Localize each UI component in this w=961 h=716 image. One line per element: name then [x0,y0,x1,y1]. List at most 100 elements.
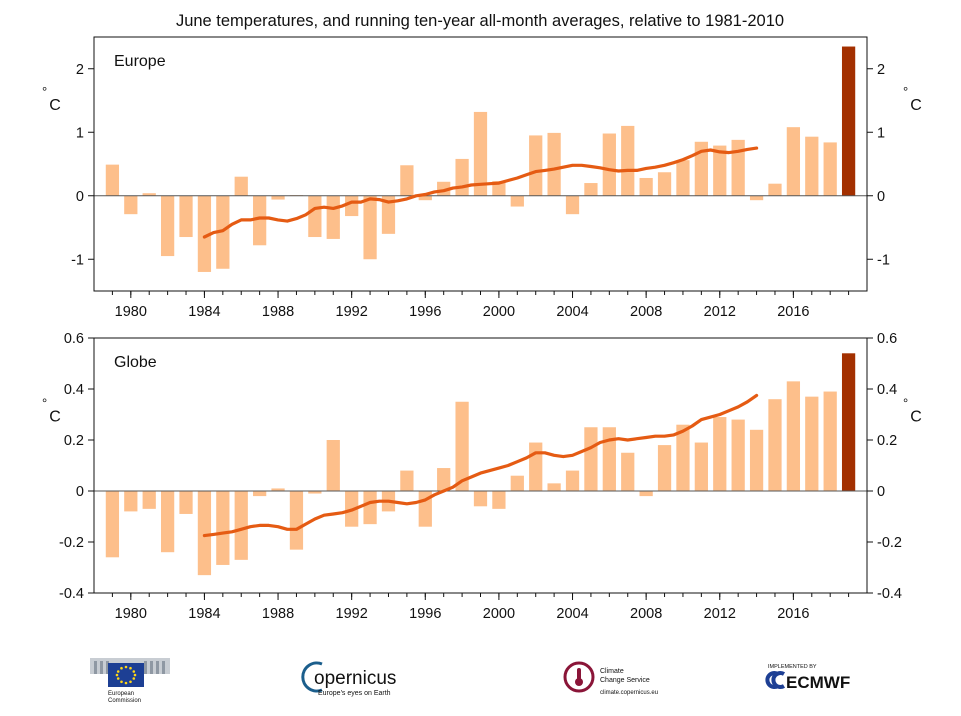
bar-2010 [676,424,690,491]
bar-2003 [547,483,561,491]
bar-2015 [768,399,782,491]
ytick-label-left: 1 [76,125,84,141]
xtick-label: 2008 [630,304,662,320]
ecmwf-logo: IMPLEMENTED BY ECMWF [765,664,850,692]
bar-1990 [308,491,322,494]
bar-1987 [253,491,267,497]
bar-2000 [492,491,506,509]
bar-1987 [253,195,267,246]
bar-1981 [142,193,156,196]
bar-2018 [823,391,837,491]
ecmwf-implemented-by: IMPLEMENTED BY [768,664,817,670]
xtick-label: 1988 [262,304,294,320]
bar-2004 [565,195,580,215]
ytick-label-right: 0.4 [877,382,897,398]
bar-1983 [179,491,193,514]
xtick-label: 2016 [777,606,809,622]
ecmwf-name: ECMWF [786,673,850,692]
xtick-label: 1984 [188,606,220,622]
running-mean-line [202,393,759,538]
bar-1988 [271,195,285,200]
xtick-label: 2004 [556,606,588,622]
bar-2007 [621,125,635,196]
bar-2001 [510,475,524,491]
thermometer-globe-icon [563,661,595,693]
ytick-label-left: 0.4 [64,382,84,398]
ytick-label-right: 0.2 [877,433,897,449]
xtick-label: 2008 [630,606,662,622]
bar-1989 [289,491,304,550]
xtick-label: 2004 [556,304,588,320]
c3s-line1: Climate [600,668,624,675]
bar-1993 [363,195,377,260]
bar-2005 [584,427,598,491]
ytick-label-left: 0 [76,189,84,205]
bar-1993 [363,491,377,525]
copernicus-logo: opernicus Europe's eyes on Earth [301,661,396,697]
bar-2004 [565,470,580,491]
bar-1995 [400,470,414,491]
bar-2006 [602,133,616,196]
ytick-label-left: -0.4 [59,586,84,602]
ytick-label-right: 0.6 [877,331,897,347]
bar-1979 [105,491,120,558]
ytick-label-right: 0 [877,484,885,500]
bar-2019 [841,353,856,491]
chart-title: June temperatures, and running ten-year … [176,12,784,30]
eu-flag-icon [108,663,144,687]
bar-2008 [639,491,653,497]
bar-1990 [308,195,322,238]
bar-1992 [345,195,359,217]
bar-2019 [841,46,856,196]
european-commission-logo: European Commission [90,658,170,704]
ytick-label-right: 1 [877,125,885,141]
ytick-label-right: -0.2 [877,535,902,551]
unit-label-left: °C [42,84,61,114]
ec-logo-line1: European [108,691,134,697]
ytick-label-right: 0 [877,189,885,205]
bar-2006 [602,427,616,491]
bar-1996 [418,195,432,201]
bar-2013 [731,419,745,491]
xtick-label: 1992 [336,304,368,320]
xtick-label: 1980 [115,304,147,320]
bar-2001 [510,195,524,207]
bar-1998 [455,158,469,196]
bar-1985 [216,491,230,565]
ytick-label-right: -1 [877,252,890,268]
xtick-label: 1988 [262,606,294,622]
bar-1997 [437,468,451,491]
xtick-label: 2012 [704,606,736,622]
bar-2002 [529,135,543,196]
bar-2016 [786,381,801,491]
bar-1979 [105,164,120,196]
copernicus-c-icon [301,661,323,693]
c3s-line2: Change Service [600,677,650,684]
bar-1982 [160,195,175,257]
bar-1999 [473,111,488,196]
xtick-label: 1984 [188,304,220,320]
bar-2013 [731,139,745,196]
unit-label-right: °C [903,84,922,114]
panel-label: Europe [114,53,166,70]
bar-1984 [197,195,212,272]
bar-1994 [381,195,396,234]
unit-label-left: °C [42,395,61,425]
xtick-label: 2000 [483,304,515,320]
bar-2007 [621,452,635,491]
bar-2012 [713,417,727,491]
bar-2018 [823,142,837,196]
ytick-label-left: 0 [76,484,84,500]
bar-2011 [694,442,708,491]
bar-2014 [749,195,764,201]
bar-1984 [197,491,212,576]
bar-1980 [124,491,138,512]
ecmwf-arrows-icon [765,671,786,689]
bar-1986 [234,491,248,560]
bar-1983 [179,195,193,238]
xtick-label: 1996 [409,606,441,622]
bar-2015 [768,183,782,196]
ytick-label-left: 2 [76,62,84,78]
bar-1980 [124,195,138,215]
